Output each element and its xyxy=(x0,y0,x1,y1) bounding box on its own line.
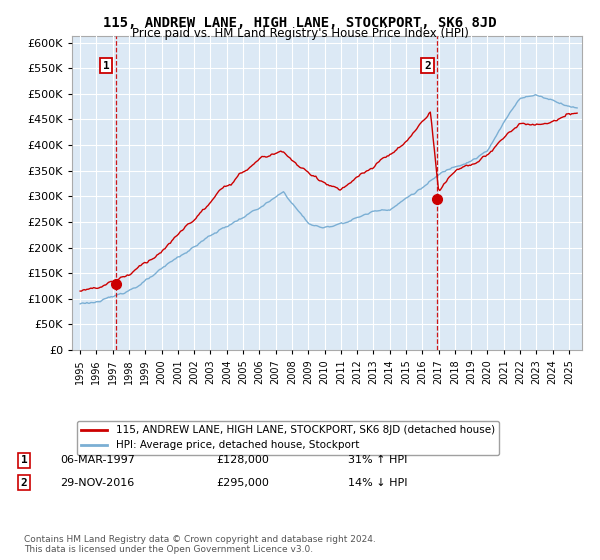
Text: £128,000: £128,000 xyxy=(216,455,269,465)
Text: 1: 1 xyxy=(20,455,28,465)
Text: £295,000: £295,000 xyxy=(216,478,269,488)
Text: 29-NOV-2016: 29-NOV-2016 xyxy=(60,478,134,488)
Text: 14% ↓ HPI: 14% ↓ HPI xyxy=(348,478,407,488)
Text: 06-MAR-1997: 06-MAR-1997 xyxy=(60,455,135,465)
Text: Price paid vs. HM Land Registry's House Price Index (HPI): Price paid vs. HM Land Registry's House … xyxy=(131,27,469,40)
Text: 31% ↑ HPI: 31% ↑ HPI xyxy=(348,455,407,465)
Text: 1: 1 xyxy=(103,60,109,71)
Text: 2: 2 xyxy=(424,60,431,71)
Legend: 115, ANDREW LANE, HIGH LANE, STOCKPORT, SK6 8JD (detached house), HPI: Average p: 115, ANDREW LANE, HIGH LANE, STOCKPORT, … xyxy=(77,421,499,455)
Text: 2: 2 xyxy=(20,478,28,488)
Text: Contains HM Land Registry data © Crown copyright and database right 2024.
This d: Contains HM Land Registry data © Crown c… xyxy=(24,535,376,554)
Text: 115, ANDREW LANE, HIGH LANE, STOCKPORT, SK6 8JD: 115, ANDREW LANE, HIGH LANE, STOCKPORT, … xyxy=(103,16,497,30)
